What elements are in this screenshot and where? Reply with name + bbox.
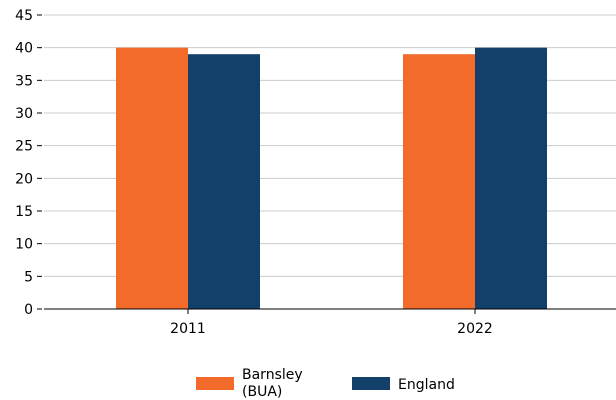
legend: Barnsley (BUA) England bbox=[196, 367, 455, 400]
y-tick-label-30: 30 bbox=[15, 106, 33, 122]
y-tick-label-0: 0 bbox=[24, 302, 33, 318]
y-tick-label-35: 35 bbox=[15, 73, 33, 89]
y-axis: 0 5 10 15 20 25 30 35 40 45 bbox=[15, 8, 42, 318]
bars bbox=[116, 47, 547, 310]
legend-label-barnsley-line1: Barnsley bbox=[242, 367, 303, 383]
y-tick-label-20: 20 bbox=[15, 171, 33, 187]
legend-label-england: England bbox=[398, 377, 455, 393]
legend-swatch-england bbox=[352, 377, 390, 390]
bar-barnsley-bua-2011 bbox=[116, 47, 188, 310]
y-tick-label-15: 15 bbox=[15, 204, 33, 220]
legend-label-barnsley-line2: (BUA) bbox=[242, 384, 282, 400]
bar-england-2011 bbox=[188, 54, 260, 310]
y-tick-label-5: 5 bbox=[24, 269, 33, 285]
y-tick-label-40: 40 bbox=[15, 41, 33, 57]
bar-england-2022 bbox=[475, 47, 547, 310]
bar-barnsley-bua-2022 bbox=[403, 54, 475, 310]
x-tick-label-2022: 2022 bbox=[457, 321, 493, 337]
x-axis: 2011 2022 bbox=[170, 309, 493, 337]
y-tick-label-25: 25 bbox=[15, 139, 33, 155]
y-tick-label-45: 45 bbox=[15, 8, 33, 24]
y-tick-label-10: 10 bbox=[15, 237, 33, 253]
legend-swatch-barnsley bbox=[196, 377, 234, 390]
x-tick-label-2011: 2011 bbox=[170, 321, 206, 337]
